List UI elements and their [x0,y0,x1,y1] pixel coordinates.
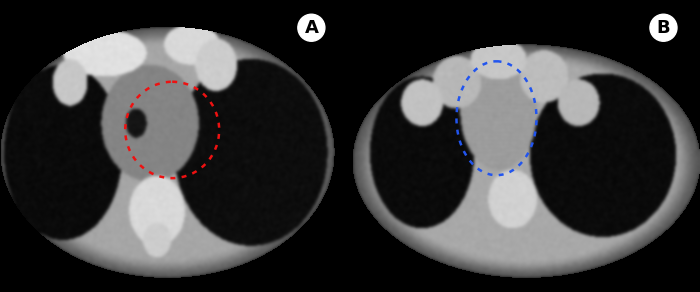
Text: A: A [304,19,318,37]
Text: B: B [657,19,671,37]
